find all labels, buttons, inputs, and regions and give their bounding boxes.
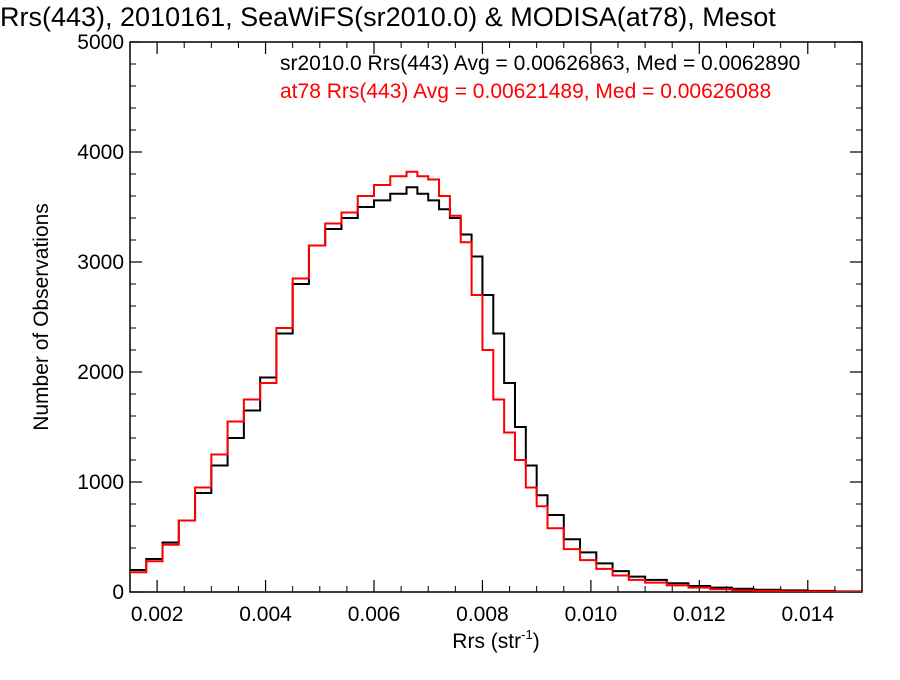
chart-title: Rrs(443), 2010161, SeaWiFS(sr2010.0) & M… xyxy=(0,2,776,32)
x-axis-label: Rrs (str-1) xyxy=(452,627,539,653)
x-tick-label: 0.004 xyxy=(239,603,292,626)
stats-annotation: at78 Rrs(443) Avg = 0.00621489, Med = 0.… xyxy=(280,80,771,103)
y-tick-label: 4000 xyxy=(77,141,124,164)
x-tick-label: 0.014 xyxy=(781,603,834,626)
x-tick-label: 0.006 xyxy=(348,603,401,626)
plot-frame xyxy=(129,41,863,593)
y-tick-label: 0 xyxy=(112,581,124,604)
y-tick-label: 1000 xyxy=(77,471,124,494)
x-tick-label: 0.008 xyxy=(456,603,509,626)
histogram-series-line xyxy=(130,186,862,592)
y-tick-label: 3000 xyxy=(77,251,124,274)
stats-annotation: sr2010.0 Rrs(443) Avg = 0.00626863, Med … xyxy=(280,52,800,75)
y-tick-label: 2000 xyxy=(77,361,124,384)
y-axis-label: Number of Observations xyxy=(30,203,53,431)
x-tick-label: 0.010 xyxy=(565,603,618,626)
x-tick-label: 0.012 xyxy=(673,603,726,626)
y-tick-label: 5000 xyxy=(77,31,124,54)
histogram-series-line xyxy=(130,170,862,592)
x-tick-label: 0.002 xyxy=(131,603,184,626)
